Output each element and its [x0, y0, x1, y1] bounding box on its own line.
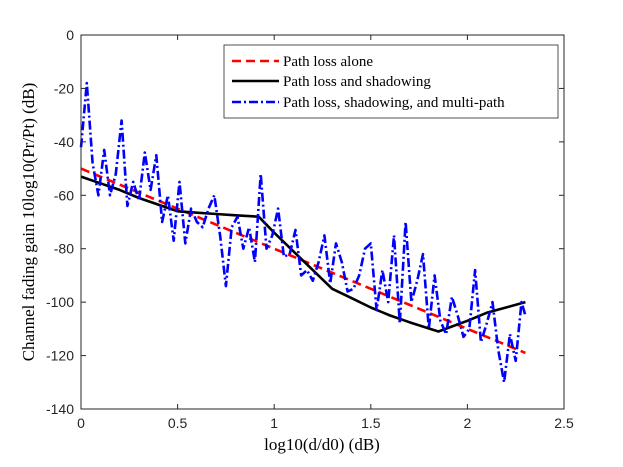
y-tick-label: -80	[54, 241, 74, 257]
y-tick-label: -40	[54, 134, 74, 150]
y-tick-label: -140	[46, 401, 74, 417]
x-tick-label: 1.5	[361, 415, 381, 431]
legend-box	[223, 44, 559, 119]
series-layer	[79, 81, 527, 384]
y-tick-label: 0	[66, 27, 74, 43]
x-tick-label: 2	[464, 415, 472, 431]
legend: Path loss alone Path loss and shadowing …	[223, 44, 559, 119]
legend-label-shadowing: Path loss and shadowing	[283, 74, 431, 90]
x-tick-label: 0.5	[168, 415, 188, 431]
y-tick-label: -20	[54, 80, 74, 96]
series-line-multipath	[79, 81, 527, 384]
plot-area-frame	[80, 34, 565, 410]
y-tick-label: -120	[46, 348, 74, 364]
y-tick-label: -100	[46, 294, 74, 310]
x-axis-label: log10(d/d0) (dB)	[264, 435, 380, 454]
x-tick-label: 1	[270, 415, 278, 431]
legend-label-path-loss-alone: Path loss alone	[283, 54, 373, 70]
x-tick-label: 2.5	[554, 415, 574, 431]
x-tick-label: 0	[77, 415, 85, 431]
legend-label-multipath: Path loss, shadowing, and multi-path	[283, 95, 505, 111]
y-tick-label: -60	[54, 187, 74, 203]
y-axis-label: Channel fading gain 10log10(Pr/Pt) (dB)	[19, 83, 38, 362]
